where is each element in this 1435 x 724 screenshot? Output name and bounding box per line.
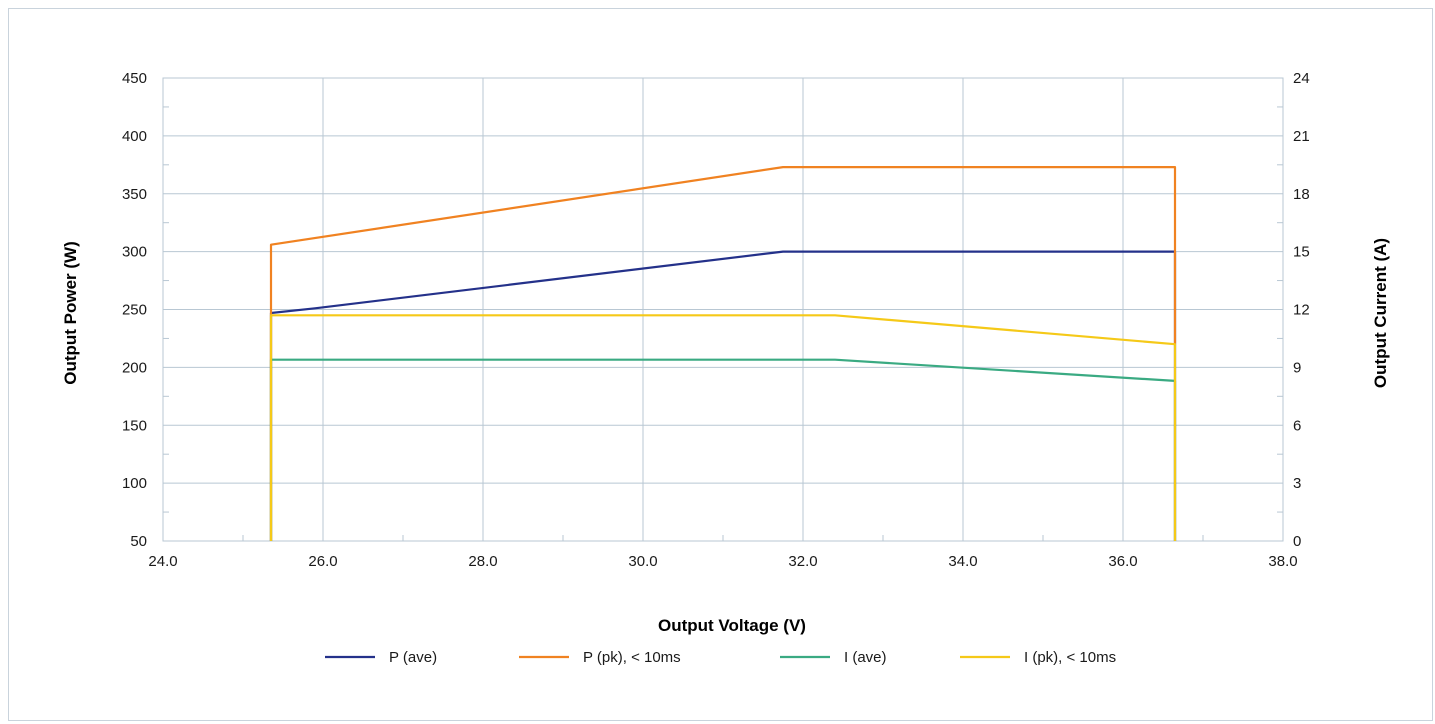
y-right-axis-title: Output Current (A) (1371, 238, 1390, 388)
y-left-tick-label: 100 (122, 475, 147, 492)
y-right-tick-label: 21 (1293, 128, 1310, 145)
legend-label-3: I (ave) (844, 649, 887, 666)
y-right-tick-label: 3 (1293, 475, 1301, 492)
legend-label-2: P (pk), < 10ms (583, 649, 681, 666)
legend-label-1: P (ave) (389, 649, 437, 666)
series-line-1 (269, 250, 1177, 541)
grid (162, 77, 1284, 542)
y-right-tick-label: 6 (1293, 417, 1301, 434)
y-right-tick-label: 18 (1293, 186, 1310, 203)
minor-ticks (163, 106, 1283, 541)
y-left-axis-title: Output Power (W) (61, 241, 80, 385)
x-tick-label: 26.0 (308, 553, 337, 570)
y-right-tick-label: 9 (1293, 359, 1301, 376)
y-left-tick-label: 250 (122, 302, 147, 319)
y-left-tick-label: 350 (122, 186, 147, 203)
x-tick-label: 36.0 (1108, 553, 1137, 570)
y-left-tick-label: 300 (122, 244, 147, 261)
y-right-tick-labels: 0 3 6 9 12 15 18 21 24 (1293, 70, 1310, 550)
y-left-tick-label: 450 (122, 70, 147, 87)
y-right-tick-label: 12 (1293, 302, 1310, 319)
series-line-2 (269, 166, 1177, 541)
y-left-tick-label: 50 (130, 533, 147, 550)
y-left-tick-label: 400 (122, 128, 147, 145)
y-left-tick-label: 200 (122, 359, 147, 376)
series-line-4 (269, 314, 1177, 541)
x-axis-title: Output Voltage (V) (658, 616, 806, 635)
y-right-tick-label: 0 (1293, 533, 1301, 550)
y-left-tick-label: 150 (122, 417, 147, 434)
y-right-tick-label: 15 (1293, 244, 1310, 261)
x-tick-label: 34.0 (948, 553, 977, 570)
x-tick-label: 24.0 (148, 553, 177, 570)
legend: P (ave) P (pk), < 10ms I (ave) I (pk), < 10… (325, 649, 1116, 666)
series-lines (269, 166, 1177, 541)
y-left-tick-labels: 50 100 150 200 250 300 350 400 450 (122, 70, 147, 550)
chart-frame (8, 8, 1433, 721)
y-right-tick-label: 24 (1293, 70, 1310, 87)
x-tick-labels: 24.0 26.0 28.0 30.0 32.0 34.0 36.0 38.0 (148, 553, 1297, 570)
x-tick-label: 38.0 (1268, 553, 1297, 570)
series-line-3 (269, 358, 1177, 541)
x-tick-label: 32.0 (788, 553, 817, 570)
x-tick-label: 30.0 (628, 553, 657, 570)
x-tick-label: 28.0 (468, 553, 497, 570)
legend-label-4: I (pk), < 10ms (1024, 649, 1116, 666)
